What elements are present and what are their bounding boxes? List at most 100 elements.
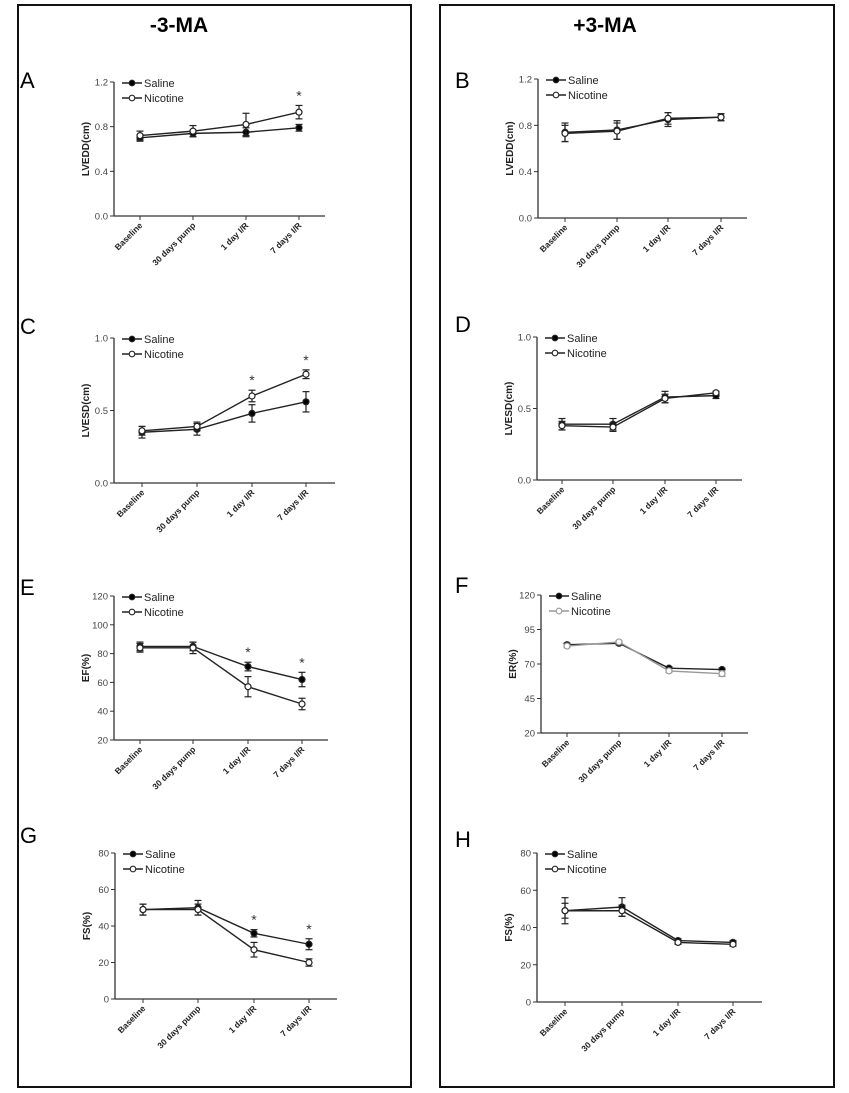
- y-axis-label: FS(%): [504, 913, 515, 941]
- series-line-saline: [139, 127, 300, 139]
- legend-label: Saline: [144, 78, 175, 90]
- data-point-nicotine: [618, 907, 626, 915]
- legend-label: Nicotine: [567, 348, 607, 360]
- column-title-minus-3ma: -3-MA: [149, 14, 209, 37]
- x-tick-label: 30 days pump: [570, 484, 617, 531]
- data-point-nicotine: [248, 392, 256, 400]
- legend-label: Nicotine: [144, 93, 184, 105]
- x-tick-label: Baseline: [538, 222, 570, 254]
- legend-label: Saline: [144, 334, 175, 346]
- x-tick-label: 30 days pump: [155, 1003, 202, 1050]
- data-point-nicotine: [718, 670, 726, 678]
- x-tick-label: Baseline: [113, 220, 145, 252]
- significance-star: *: [296, 87, 302, 103]
- data-point-saline: [248, 409, 256, 417]
- column-frame-minus-3ma: [17, 4, 412, 1088]
- data-point-nicotine: [136, 644, 144, 652]
- data-point-nicotine: [729, 940, 737, 948]
- y-tick-label: 0.8: [519, 121, 532, 132]
- y-tick-label: 20: [524, 729, 535, 740]
- data-point-nicotine: [194, 905, 202, 914]
- legend-marker: [551, 865, 559, 873]
- series-line-saline: [564, 906, 734, 944]
- y-tick-label: 100: [92, 620, 108, 631]
- y-axis-label: LVESD(cm): [81, 384, 92, 438]
- significance-star: *: [251, 912, 257, 928]
- y-tick-label: 45: [524, 694, 535, 705]
- data-point-nicotine: [661, 394, 669, 403]
- series-line-nicotine: [140, 647, 303, 705]
- series-line-saline: [562, 394, 717, 425]
- y-tick-label: 40: [98, 922, 109, 933]
- legend-marker: [555, 592, 563, 600]
- data-point-nicotine: [665, 667, 673, 675]
- data-point-nicotine: [561, 907, 569, 915]
- y-tick-label: 0.0: [518, 476, 531, 487]
- y-tick-label: 60: [97, 678, 108, 689]
- panel-letter: A: [20, 68, 35, 93]
- significance-star: *: [249, 372, 255, 388]
- legend-label: Saline: [567, 849, 598, 861]
- panel-d: D 0.0 0.5 1.0 LVESD(cm) Baseline 30 days pump 1…: [455, 312, 742, 531]
- legend-label: Saline: [144, 592, 175, 604]
- y-tick-label: 20: [97, 736, 108, 747]
- data-point-nicotine: [302, 370, 310, 378]
- x-tick-label: 7 days I/R: [685, 484, 720, 519]
- x-tick-label: 7 days I/R: [275, 487, 310, 522]
- panel-h: H 0 20 40 60 80 FS(%) Baseline 30 days pump 1 day…: [455, 827, 762, 1053]
- x-tick-label: 30 days pump: [154, 487, 201, 534]
- y-tick-label: 0.0: [95, 212, 108, 223]
- x-tick-label: 1 day I/R: [641, 222, 673, 254]
- series-line-nicotine: [564, 116, 722, 135]
- data-point-saline: [295, 124, 303, 132]
- data-point-saline: [305, 940, 313, 948]
- data-point-nicotine: [613, 127, 621, 135]
- legend-label: Saline: [571, 591, 602, 603]
- data-point-saline: [250, 929, 258, 937]
- y-tick-label: 60: [520, 886, 531, 897]
- significance-star: *: [306, 921, 312, 937]
- x-tick-label: 7 days I/R: [690, 222, 725, 257]
- x-tick-label: 1 day I/R: [221, 744, 253, 776]
- series-line-nicotine: [139, 111, 300, 137]
- data-point-nicotine: [712, 389, 720, 397]
- y-tick-label: 120: [92, 592, 108, 603]
- data-point-nicotine: [674, 938, 682, 947]
- y-axis-label: LVEDD(cm): [81, 122, 92, 176]
- series-line-saline: [142, 907, 310, 945]
- x-tick-label: Baseline: [113, 744, 145, 776]
- y-tick-label: 0: [526, 998, 531, 1009]
- series-line-nicotine: [566, 641, 723, 675]
- legend-label: Nicotine: [567, 864, 607, 876]
- legend-marker: [129, 850, 137, 858]
- data-point-nicotine: [295, 108, 303, 116]
- y-tick-label: 60: [98, 885, 109, 896]
- legend-marker: [551, 850, 559, 858]
- y-tick-label: 20: [520, 960, 531, 971]
- data-point-nicotine: [250, 946, 258, 954]
- legend-marker: [128, 94, 136, 102]
- panel-letter: D: [455, 312, 471, 337]
- x-tick-label: 7 days I/R: [702, 1006, 737, 1041]
- data-point-nicotine: [558, 422, 566, 430]
- y-tick-label: 0.0: [519, 214, 532, 225]
- legend-label: Nicotine: [568, 90, 608, 102]
- x-tick-label: 1 day I/R: [651, 1006, 683, 1038]
- significance-star: *: [299, 654, 305, 670]
- legend-label: Nicotine: [144, 349, 184, 361]
- y-tick-label: 80: [97, 649, 108, 660]
- x-tick-label: Baseline: [540, 737, 572, 769]
- y-tick-label: 0.8: [95, 122, 108, 133]
- panel-letter: C: [20, 314, 36, 339]
- x-tick-label: 1 day I/R: [638, 484, 670, 516]
- series-line-saline: [140, 645, 303, 681]
- legend-marker: [552, 91, 560, 99]
- y-tick-label: 0.5: [518, 404, 531, 415]
- y-tick-label: 0.0: [95, 479, 108, 490]
- x-tick-label: 1 day I/R: [642, 737, 674, 769]
- data-point-nicotine: [189, 644, 197, 652]
- legend-marker: [129, 865, 137, 873]
- series-line-nicotine: [561, 392, 717, 428]
- x-tick-label: Baseline: [538, 1006, 570, 1038]
